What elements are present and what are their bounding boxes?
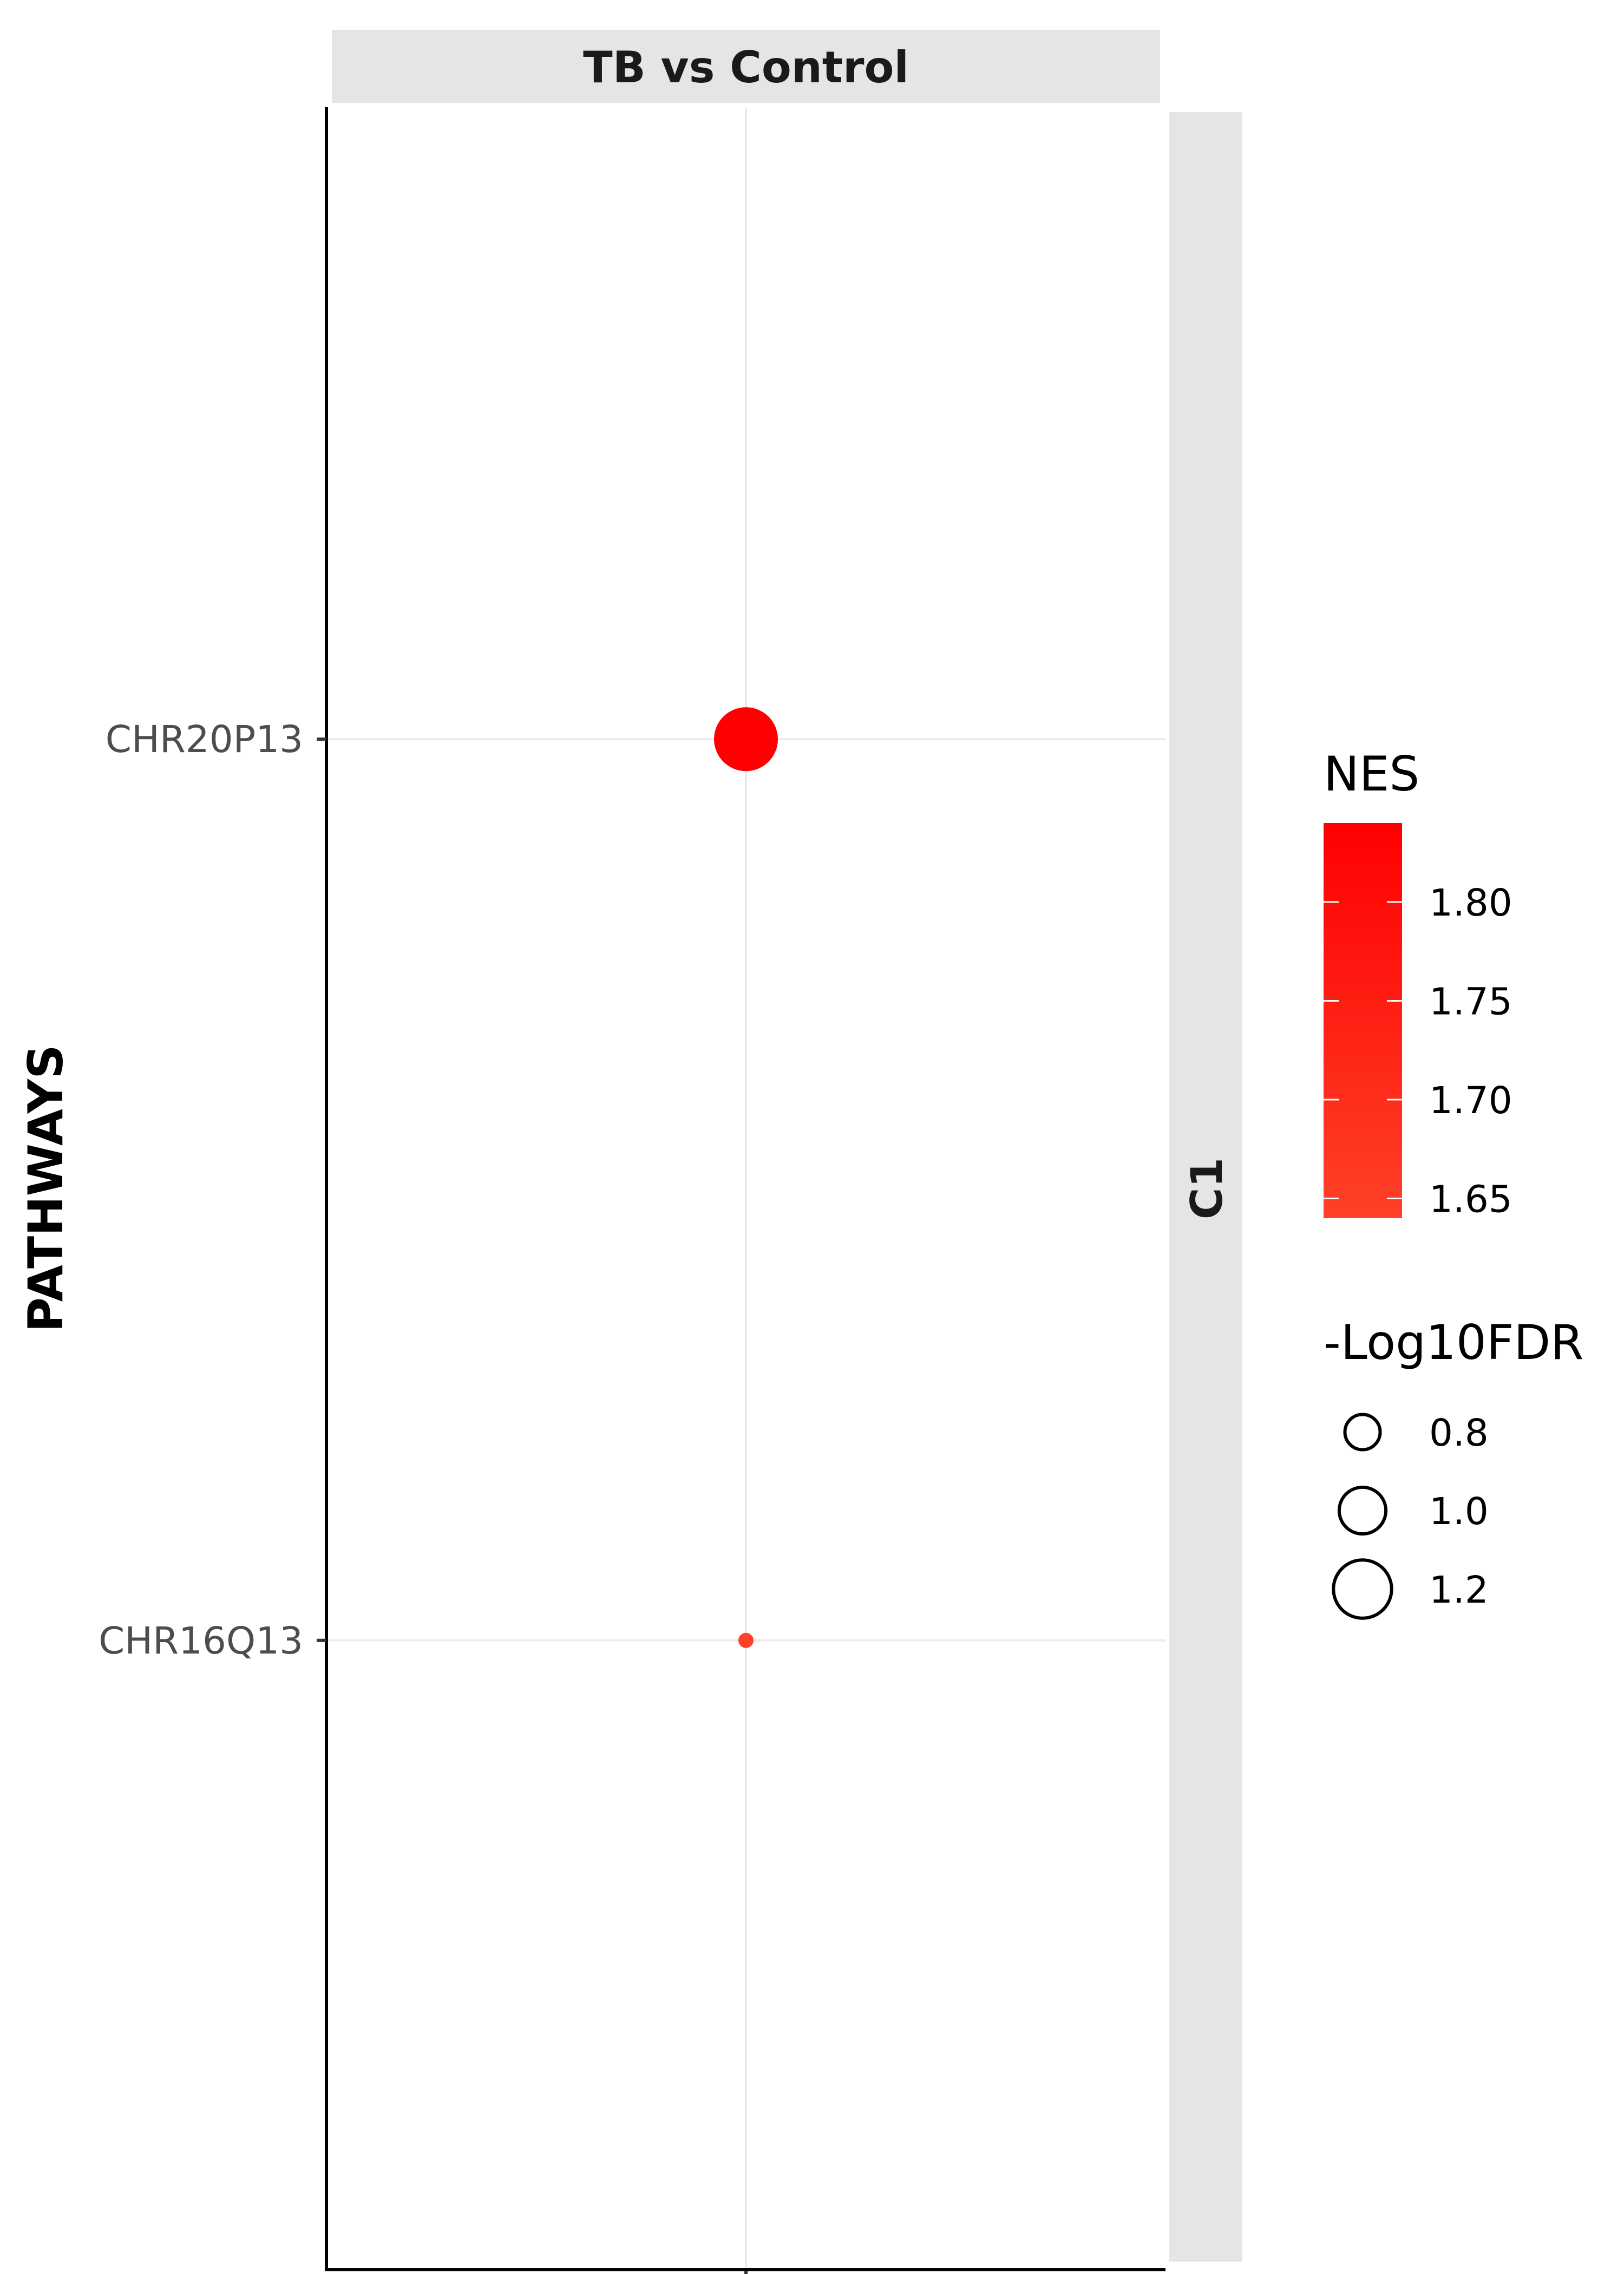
fdr-size-legend: -Log10FDR 0.8 1.0 1.2 — [1324, 1315, 1583, 1620]
data-points — [714, 707, 778, 1648]
size-legend-label: 1.0 — [1429, 1490, 1489, 1533]
color-bar-ticks: 1.80 1.75 1.70 1.65 — [1324, 881, 1512, 1221]
facet-column-strip — [332, 30, 1160, 103]
color-bar — [1324, 823, 1402, 1218]
color-bar-label: 1.75 — [1429, 981, 1512, 1024]
size-legend-circle — [1337, 1485, 1388, 1536]
y-tick-label: CHR20P13 — [106, 718, 303, 761]
size-legend-label: 1.2 — [1429, 1569, 1489, 1612]
size-legend-title: -Log10FDR — [1324, 1315, 1583, 1370]
color-bar-label: 1.65 — [1429, 1178, 1512, 1221]
size-legend-label: 0.8 — [1429, 1412, 1489, 1455]
nes-color-legend: NES 1.80 1.75 1.70 1.65 — [1324, 746, 1512, 1221]
color-bar-label: 1.80 — [1429, 881, 1512, 925]
size-legend-circle — [1332, 1558, 1393, 1620]
color-legend-title: NES — [1324, 746, 1419, 802]
facet-row-strip — [1169, 112, 1242, 2262]
y-tick-label: CHR16Q13 — [99, 1619, 303, 1663]
size-legend-circle — [1343, 1413, 1382, 1452]
facet-row-label: C1 — [1182, 1158, 1232, 1219]
facet-column-label: TB vs Control — [583, 42, 909, 93]
data-point-chr16q13 — [738, 1632, 754, 1648]
color-bar-label: 1.70 — [1429, 1079, 1512, 1122]
size-legend-keys: 0.8 1.0 1.2 — [1332, 1412, 1489, 1620]
y-axis-title: PATHWAYS — [18, 1044, 74, 1332]
y-axis-ticks: CHR16Q13 CHR20P13 — [99, 718, 326, 1663]
data-point-chr20p13 — [714, 707, 778, 772]
